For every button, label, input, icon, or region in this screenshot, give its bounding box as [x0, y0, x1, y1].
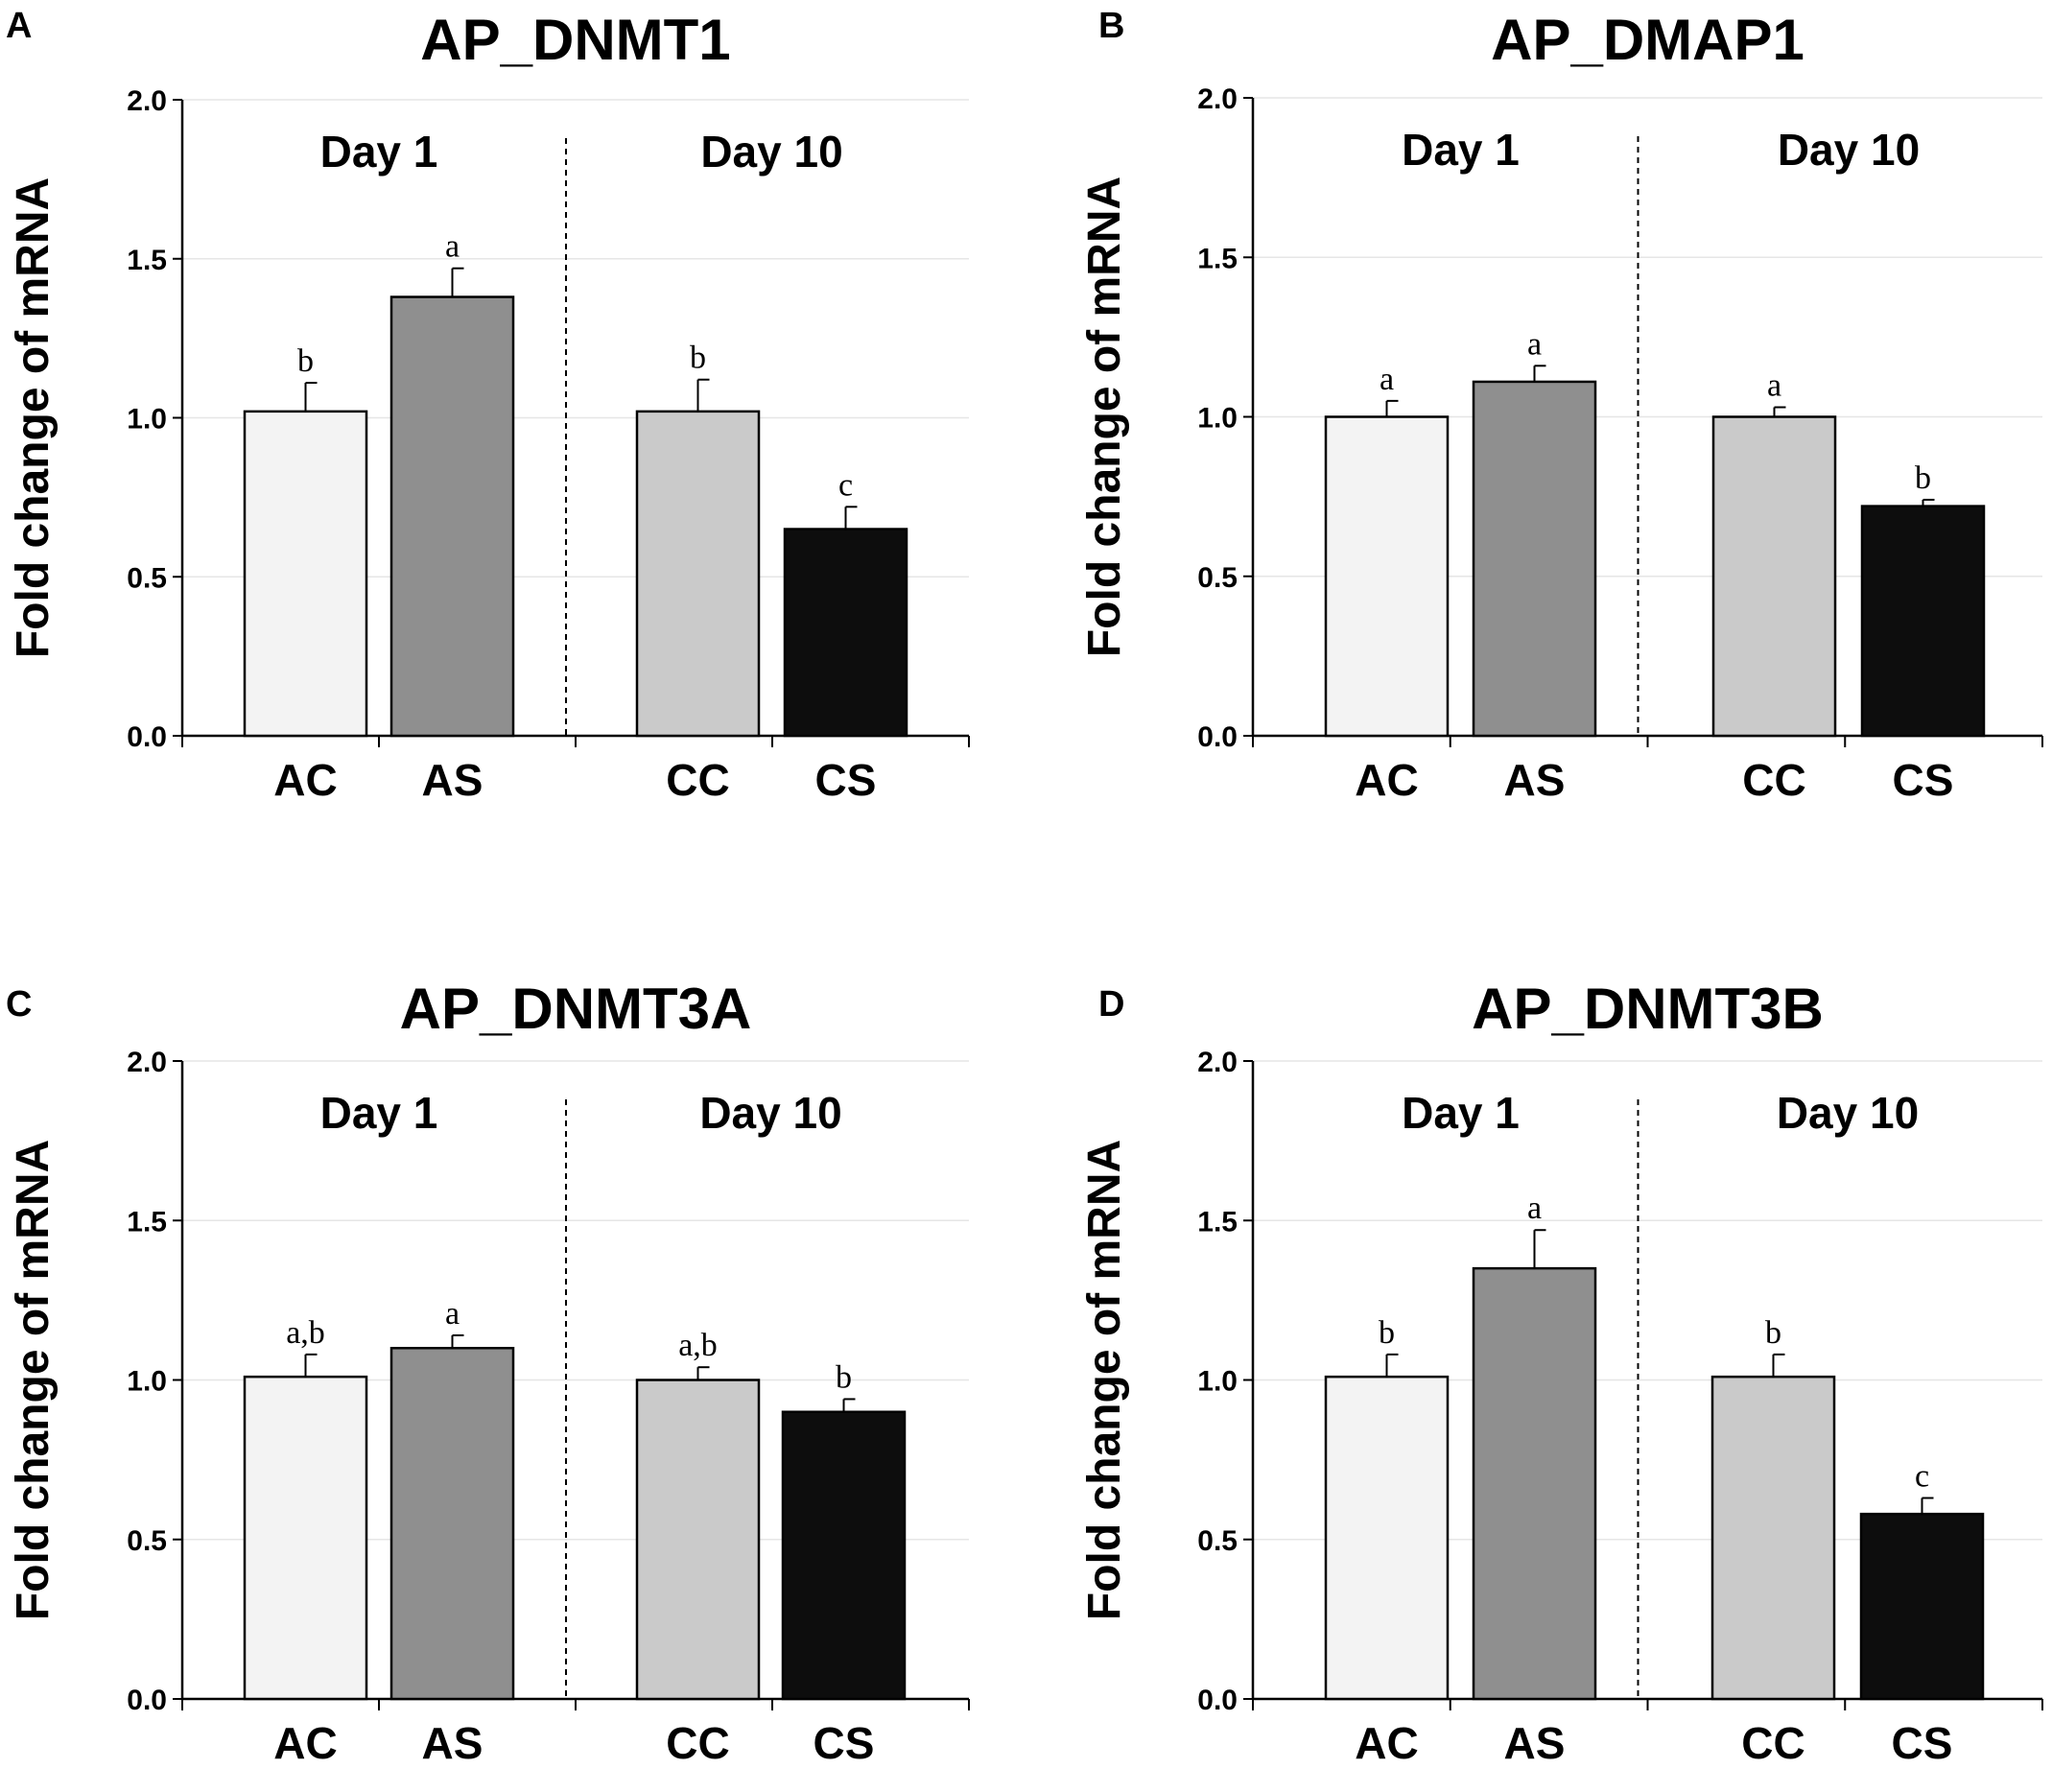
panel-a: A AP_DNMT1 Fold change of mRNA 0.0 0.5 1.0 1.… [0, 0, 1026, 896]
bar [1711, 415, 1837, 738]
panel-b: B AP_DMAP1 Fold change of mRNA 0.0 0.5 1.0 1.… [1026, 0, 2051, 896]
group-label: Day 10 [700, 127, 842, 177]
panel-letter: A [6, 6, 33, 46]
x-tick-label: CC [1742, 755, 1805, 805]
bar [1324, 415, 1450, 738]
bar [1472, 380, 1597, 738]
chart-title: AP_DNMT3B [1472, 977, 1824, 1041]
significance-label: a,b [286, 1315, 325, 1351]
bar [1472, 1266, 1597, 1701]
y-tick-label: 1.5 [127, 245, 167, 276]
significance-label: a [1527, 326, 1542, 362]
y-tick-label: 0.0 [127, 721, 167, 753]
y-tick-label: 2.0 [1197, 83, 1238, 115]
y-tick-label: 0.0 [1197, 721, 1238, 753]
y-tick-label: 1.0 [1197, 1366, 1238, 1398]
y-axis-label: Fold change of mRNA [1079, 1140, 1130, 1620]
bar [783, 528, 908, 738]
y-tick-label: 2.0 [127, 1047, 167, 1078]
y-tick-label: 1.0 [1197, 403, 1238, 435]
significance-label: a [1767, 368, 1781, 404]
x-tick-label: CS [814, 1718, 875, 1768]
group-label: Day 10 [699, 1088, 841, 1138]
significance-label: c [1915, 1459, 1929, 1495]
significance-label: a [445, 229, 460, 265]
significance-label: b [297, 343, 314, 379]
chart-title: AP_DNMT1 [420, 8, 730, 72]
bar [635, 410, 761, 738]
x-tick-label: AS [1504, 1718, 1566, 1768]
y-tick-label: 2.0 [127, 85, 167, 117]
bar [1859, 1512, 1985, 1701]
group-label: Day 1 [320, 1088, 438, 1138]
y-tick-label: 1.0 [127, 1366, 167, 1398]
x-tick-label: AC [273, 1718, 337, 1768]
bar-chart-b: AP_DMAP1 Fold change of mRNA 0.0 0.5 1.0 1.5 2… [1079, 8, 2043, 805]
significance-label: b [836, 1359, 852, 1395]
y-axis-label: Fold change of mRNA [8, 1140, 59, 1620]
bar-chart-d: AP_DNMT3B Fold change of mRNA 0.0 0.5 1.0 1.5… [1079, 977, 2043, 1768]
y-tick-label: 1.5 [1197, 243, 1238, 274]
y-tick-label: 1.5 [127, 1206, 167, 1238]
y-tick-label: 2.0 [1197, 1047, 1238, 1078]
group-label: Day 1 [1402, 1088, 1520, 1138]
x-tick-label: CC [666, 1718, 729, 1768]
bar [389, 1347, 515, 1701]
group-label: Day 1 [320, 127, 438, 177]
y-axis-label: Fold change of mRNA [8, 177, 59, 658]
x-tick-label: AC [273, 755, 337, 805]
significance-label: a [1527, 1191, 1542, 1226]
significance-label: c [838, 467, 853, 503]
significance-label: b [1765, 1315, 1781, 1351]
panel-letter: B [1098, 6, 1125, 46]
significance-label: a [1380, 362, 1394, 397]
x-tick-label: AS [422, 1718, 484, 1768]
y-tick-label: 0.5 [127, 1525, 167, 1557]
y-tick-label: 1.5 [1197, 1206, 1238, 1238]
y-tick-label: 0.0 [127, 1685, 167, 1716]
bar [1710, 1375, 1836, 1701]
x-tick-label: CS [815, 755, 877, 805]
x-tick-label: AC [1355, 755, 1418, 805]
significance-label: b [1379, 1315, 1395, 1351]
y-axis-label: Fold change of mRNA [1079, 177, 1130, 657]
bar [243, 1375, 368, 1701]
x-tick-label: CC [1741, 1718, 1804, 1768]
x-tick-label: AC [1355, 1718, 1418, 1768]
x-tick-label: AS [1504, 755, 1566, 805]
y-tick-label: 0.0 [1197, 1685, 1238, 1716]
chart-title: AP_DNMT3A [400, 977, 752, 1041]
significance-label: b [1915, 460, 1931, 496]
bar-chart-c: AP_DNMT3A Fold change of mRNA 0.0 0.5 1.0 1.5… [8, 977, 970, 1768]
bar [1860, 505, 1986, 738]
panel-letter: C [6, 984, 33, 1025]
group-label: Day 10 [1777, 1088, 1919, 1138]
group-label: Day 10 [1778, 125, 1920, 175]
bar-chart-a: AP_DNMT1 Fold change of mRNA 0.0 0.5 1.0 1.5 2… [8, 8, 970, 805]
bar [1324, 1375, 1450, 1701]
chart-title: AP_DMAP1 [1491, 8, 1804, 72]
y-tick-label: 1.0 [127, 404, 167, 436]
y-tick-label: 0.5 [1197, 562, 1238, 594]
x-tick-label: CS [1892, 1718, 1953, 1768]
panel-c: C AP_DNMT3A Fold change of mRNA 0.0 0.5 1.0 1… [0, 896, 1026, 1792]
significance-label: a,b [678, 1328, 718, 1363]
y-tick-label: 0.5 [127, 562, 167, 594]
y-tick-label: 0.5 [1197, 1525, 1238, 1557]
x-tick-label: CS [1893, 755, 1954, 805]
bar [243, 410, 368, 738]
bar [635, 1379, 761, 1701]
x-tick-label: AS [422, 755, 484, 805]
group-label: Day 1 [1402, 125, 1520, 175]
significance-label: b [690, 341, 706, 376]
panel-d: D AP_DNMT3B Fold change of mRNA 0.0 0.5 1.0 1… [1026, 896, 2051, 1792]
significance-label: a [445, 1296, 460, 1332]
bar [781, 1410, 907, 1701]
panel-letter: D [1098, 984, 1125, 1025]
x-tick-label: CC [666, 755, 729, 805]
bar [389, 295, 515, 738]
